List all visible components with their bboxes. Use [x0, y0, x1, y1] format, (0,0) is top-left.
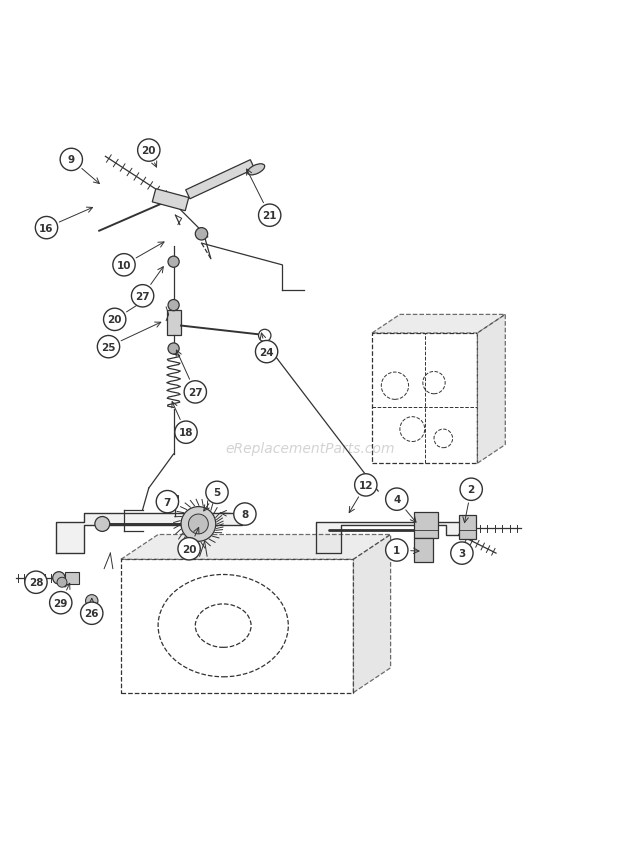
Text: 1: 1 — [393, 545, 401, 555]
Circle shape — [156, 491, 179, 514]
Circle shape — [255, 341, 278, 363]
Circle shape — [234, 503, 256, 525]
Text: 27: 27 — [188, 387, 203, 397]
Polygon shape — [353, 535, 391, 693]
Text: 10: 10 — [117, 260, 131, 270]
Text: 3: 3 — [458, 548, 466, 559]
Text: 4: 4 — [393, 495, 401, 505]
Circle shape — [86, 595, 98, 607]
Circle shape — [53, 572, 65, 584]
Bar — [167, 310, 181, 335]
Text: 27: 27 — [135, 292, 150, 301]
Circle shape — [57, 577, 67, 588]
Circle shape — [60, 149, 82, 171]
Circle shape — [81, 602, 103, 624]
Circle shape — [355, 474, 377, 496]
Text: 5: 5 — [213, 488, 221, 498]
Circle shape — [188, 514, 208, 534]
Circle shape — [35, 218, 58, 240]
Text: 8: 8 — [241, 509, 249, 519]
Circle shape — [195, 229, 208, 241]
Text: 21: 21 — [262, 211, 277, 221]
Circle shape — [95, 517, 110, 531]
Polygon shape — [121, 535, 391, 560]
Circle shape — [104, 309, 126, 331]
Text: eReplacementParts.com: eReplacementParts.com — [225, 441, 395, 456]
Circle shape — [460, 479, 482, 501]
Circle shape — [259, 330, 271, 342]
Bar — [65, 572, 79, 584]
Circle shape — [181, 507, 216, 542]
Bar — [414, 512, 438, 538]
Circle shape — [206, 482, 228, 504]
Circle shape — [113, 254, 135, 276]
Text: 12: 12 — [358, 480, 373, 490]
Text: 24: 24 — [259, 347, 274, 357]
Ellipse shape — [247, 165, 265, 176]
Circle shape — [97, 336, 120, 358]
Bar — [459, 516, 476, 539]
Bar — [173, 496, 178, 504]
Polygon shape — [56, 514, 242, 554]
Circle shape — [50, 592, 72, 614]
Circle shape — [175, 421, 197, 444]
Text: 20: 20 — [141, 146, 156, 156]
Text: 7: 7 — [164, 497, 171, 507]
Polygon shape — [316, 523, 471, 554]
Text: 20: 20 — [182, 544, 197, 554]
Text: 16: 16 — [39, 223, 54, 234]
Text: 28: 28 — [29, 577, 43, 588]
Circle shape — [386, 539, 408, 561]
Text: 29: 29 — [53, 598, 68, 608]
Circle shape — [168, 257, 179, 268]
Polygon shape — [186, 160, 254, 200]
Text: 25: 25 — [101, 342, 116, 352]
Polygon shape — [372, 315, 505, 334]
Circle shape — [168, 300, 179, 311]
Polygon shape — [477, 315, 505, 464]
Circle shape — [259, 205, 281, 227]
Text: 9: 9 — [68, 155, 75, 165]
Circle shape — [184, 381, 206, 403]
Circle shape — [386, 489, 408, 511]
Text: 2: 2 — [467, 485, 475, 495]
Bar — [414, 538, 433, 563]
Circle shape — [168, 344, 179, 355]
Circle shape — [451, 543, 473, 565]
Circle shape — [178, 538, 200, 560]
Circle shape — [138, 140, 160, 162]
Circle shape — [131, 285, 154, 308]
Circle shape — [25, 572, 47, 594]
Text: 18: 18 — [179, 427, 193, 438]
Text: 20: 20 — [107, 315, 122, 325]
Circle shape — [259, 344, 271, 356]
Polygon shape — [153, 189, 188, 212]
Text: 26: 26 — [84, 608, 99, 618]
